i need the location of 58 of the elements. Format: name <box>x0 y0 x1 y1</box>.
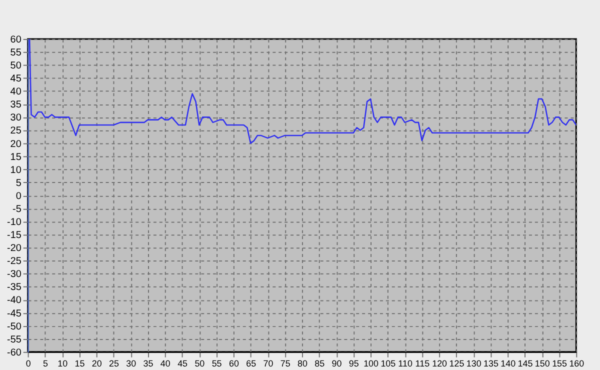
x-tick-label: 100 <box>364 358 379 368</box>
x-tick-label: 135 <box>484 358 498 368</box>
x-tick-label: 30 <box>126 358 136 368</box>
x-tick-label: 80 <box>298 358 308 368</box>
y-tick-label: 45 <box>10 74 22 85</box>
x-tick-label: 155 <box>552 358 567 368</box>
x-tick-label: 60 <box>228 358 239 368</box>
y-tick-label: 25 <box>10 126 22 137</box>
x-tick-label: 40 <box>160 358 170 368</box>
x-tick-label: 55 <box>212 358 222 368</box>
x-tick-label: 70 <box>263 358 274 368</box>
x-tick-label: 90 <box>332 358 342 368</box>
x-tick-label: 5 <box>42 358 48 368</box>
y-tick-label: 35 <box>10 100 22 111</box>
y-tick-label: 60 <box>10 34 22 46</box>
x-tick-label: 65 <box>246 358 256 368</box>
x-tick-label: 105 <box>380 358 396 368</box>
y-tick-label: -60 <box>7 347 22 358</box>
x-tick-label: 45 <box>178 358 188 368</box>
y-tick-label: -30 <box>7 269 22 280</box>
x-tick-label: 120 <box>432 358 448 368</box>
x-tick-label: 110 <box>398 358 412 368</box>
y-tick-label: -50 <box>7 321 22 332</box>
y-tick-label: 0 <box>16 190 22 202</box>
x-tick-label: 125 <box>449 358 464 368</box>
x-tick-label: 115 <box>415 358 430 368</box>
y-tick-label: -40 <box>7 295 22 306</box>
x-tick-label: 150 <box>534 358 550 368</box>
y-tick-label: -35 <box>7 282 22 294</box>
x-tick-label: 25 <box>109 358 119 368</box>
y-tick-label: -10 <box>7 216 22 228</box>
x-tick-label: 145 <box>518 358 533 368</box>
y-tick-label: 5 <box>16 178 22 189</box>
y-tick-label: 50 <box>10 60 22 72</box>
y-tick-label: -15 <box>7 230 22 242</box>
x-tick-label: 20 <box>92 358 102 368</box>
y-tick-label: 30 <box>10 112 22 124</box>
x-tick-label: 0 <box>26 358 31 368</box>
x-tick-label: 15 <box>74 358 85 368</box>
x-tick-label: 130 <box>466 358 482 368</box>
x-tick-label: 160 <box>569 358 584 368</box>
y-tick-label: 10 <box>10 164 22 176</box>
y-tick-label: 55 <box>10 47 22 58</box>
y-tick-label: -55 <box>7 334 22 346</box>
y-tick-label: 15 <box>10 152 22 163</box>
x-tick-label: 95 <box>348 358 359 368</box>
y-tick-label: 40 <box>10 86 22 98</box>
x-tick-label: 50 <box>194 358 205 368</box>
y-tick-label: -25 <box>7 256 22 268</box>
y-tick-label: -5 <box>12 204 22 215</box>
x-tick-label: 85 <box>314 358 325 368</box>
x-tick-label: 140 <box>500 358 516 368</box>
y-tick-label: -45 <box>7 308 22 320</box>
x-tick-label: 10 <box>58 358 68 368</box>
y-tick-label: 20 <box>10 138 22 150</box>
x-tick-label: 35 <box>143 358 154 368</box>
x-tick-label: 75 <box>280 358 290 368</box>
y-tick-label: -20 <box>7 243 22 254</box>
